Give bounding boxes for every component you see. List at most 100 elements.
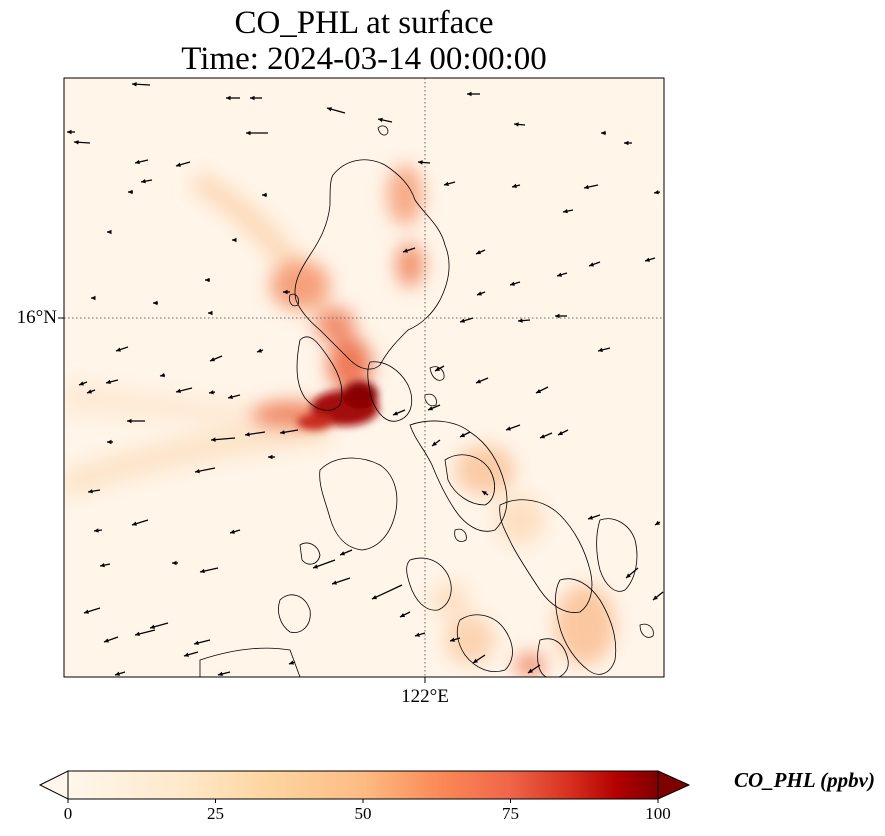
wind-arrow-head — [510, 281, 515, 286]
wind-arrow-head — [88, 489, 93, 494]
map-panel — [64, 78, 664, 677]
wind-arrow-head — [132, 521, 137, 526]
wind-arrow-head — [536, 389, 542, 393]
wind-arrow-head — [418, 160, 423, 165]
wind-arrow-head — [514, 122, 519, 127]
wind-arrow-head — [624, 140, 629, 146]
colorbar-tick-label: 100 — [645, 804, 671, 823]
wind-arrow-head — [153, 300, 158, 306]
wind-arrow-head — [482, 491, 487, 496]
wind-arrow-head — [160, 372, 165, 378]
wind-arrow-head — [245, 432, 250, 437]
wind-arrow-head — [262, 192, 267, 198]
wind-arrow-head — [205, 277, 210, 283]
wind-arrow-head — [313, 564, 318, 569]
wind-arrow-head — [226, 95, 231, 101]
wind-arrow-head — [473, 658, 478, 663]
wind-arrow-head — [232, 237, 237, 243]
wind-arrow-head — [116, 347, 121, 352]
wind-arrow-head — [184, 652, 189, 657]
wind-arrow-head — [540, 434, 545, 439]
wind-arrow-head — [127, 418, 132, 424]
wind-arrow-head — [645, 257, 650, 262]
wind-arrow-head — [195, 468, 200, 474]
wind-arrow-head — [115, 671, 120, 676]
wind-arrow-head — [563, 208, 568, 214]
wind-arrow-head — [228, 394, 233, 400]
wind-arrow-head — [283, 289, 288, 295]
wind-arrow-head — [626, 573, 631, 578]
colorbar-extend-high — [657, 770, 691, 800]
wind-arrow-head — [246, 130, 251, 136]
wind-arrow-head — [378, 117, 383, 123]
wind-arrow-head — [506, 426, 511, 431]
wind-arrow-head — [91, 295, 96, 301]
longitude-label: 122°E — [401, 686, 449, 707]
map-subtitle-time: Time: 2024-03-14 00:00:00 — [181, 41, 547, 77]
wind-arrow-head — [74, 140, 79, 145]
wind-arrow-head — [655, 520, 660, 525]
wind-arrow-head — [67, 129, 72, 135]
wind-arrow-head — [172, 560, 177, 566]
colorbar-extend-low — [38, 770, 69, 800]
wind-arrow-head — [218, 671, 223, 677]
wind-arrow-head — [194, 640, 199, 646]
wind-arrow-head — [150, 624, 155, 629]
wind-arrow-head — [558, 431, 564, 435]
colorbar-ticks — [67, 799, 659, 803]
wind-arrow-head — [403, 248, 408, 253]
wind-arrow-head — [435, 366, 441, 371]
wind-arrow-head — [512, 183, 517, 189]
wind-arrow-head — [104, 638, 109, 643]
wind-arrow-head — [257, 348, 262, 353]
colorbar-body — [67, 770, 659, 800]
wind-arrow-head — [428, 406, 433, 411]
colorbar-tick-label: 0 — [63, 804, 73, 823]
frame-ticks — [58, 317, 426, 683]
wind-arrow-head — [289, 660, 294, 665]
wind-arrow-head — [208, 310, 213, 316]
wind-arrow-head — [132, 82, 137, 87]
wind-arrow-head — [141, 179, 146, 184]
wind-arrow-head — [211, 437, 216, 442]
gridlines — [64, 78, 664, 677]
wind-arrow-head — [476, 379, 481, 384]
wind-arrow-head — [135, 159, 140, 165]
wind-arrow-head — [601, 130, 606, 136]
wind-arrow-head — [400, 613, 406, 617]
wind-arrow-head — [477, 291, 482, 296]
wind-arrow-head — [654, 190, 659, 195]
wind-arrow-head — [79, 381, 84, 386]
wind-arrow-head — [210, 357, 215, 362]
colorbar-tick-label: 75 — [502, 804, 519, 823]
wind-arrow-head — [250, 95, 255, 101]
wind-arrow-head — [588, 515, 593, 520]
wind-arrow — [371, 584, 403, 600]
wind-arrow-head — [280, 430, 285, 435]
wind-arrow-head — [84, 609, 89, 614]
colorbar-tick-label: 50 — [354, 804, 372, 823]
wind-arrow-head — [327, 107, 332, 112]
wind-arrow-head — [106, 379, 111, 385]
wind-arrow-head — [518, 318, 523, 323]
wind-arrow-head — [372, 595, 378, 600]
wind-arrow-head — [332, 580, 337, 585]
wind-arrow-head — [450, 637, 455, 642]
wind-vectors — [67, 82, 664, 677]
wind-arrow-head — [528, 668, 533, 673]
wind-arrow-head — [176, 388, 181, 394]
coastlines — [199, 125, 654, 677]
wind-arrow-head — [100, 562, 105, 568]
map-title: CO_PHL at surface — [234, 5, 494, 41]
wind-arrow-head — [467, 91, 472, 97]
wind-arrow-head — [432, 441, 437, 446]
concentration-field — [64, 165, 615, 677]
wind-arrow-head — [653, 595, 658, 600]
wind-arrow-head — [200, 568, 205, 574]
wind-arrow-head — [107, 439, 112, 445]
wind-arrow-head — [460, 433, 466, 437]
wind-arrow-head — [135, 631, 140, 637]
wind-arrow-head — [268, 454, 273, 460]
wind-arrow-head — [460, 318, 465, 323]
